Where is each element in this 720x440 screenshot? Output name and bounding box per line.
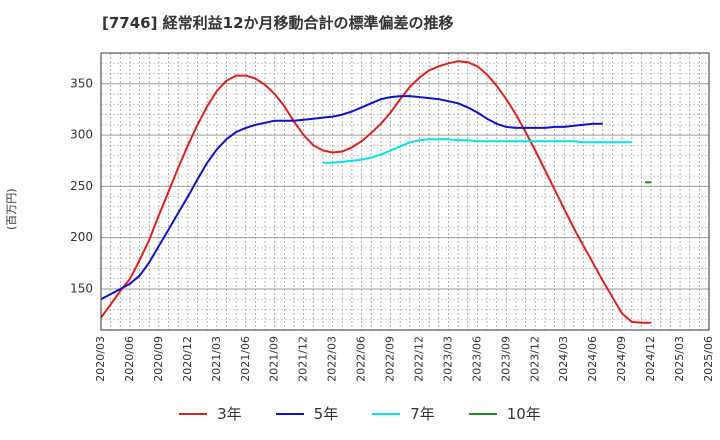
x-tick-label: 2021/09 xyxy=(268,336,281,382)
x-tick-label: 2022/09 xyxy=(384,336,397,382)
x-tick-label: 2020/09 xyxy=(152,336,165,382)
x-tick-label: 2022/03 xyxy=(326,336,339,382)
legend-swatch-5y xyxy=(275,412,304,415)
legend-label-3y: 3年 xyxy=(217,405,242,423)
x-tick-label: 2024/12 xyxy=(644,336,657,382)
y-tick-label: 350 xyxy=(70,76,93,90)
x-tick-label: 2021/03 xyxy=(210,336,223,382)
series-line-1 xyxy=(100,60,652,324)
chart-title: [7746] 経常利益12か月移動合計の標準偏差の推移 xyxy=(102,14,454,32)
series-line-3 xyxy=(323,138,632,164)
x-tick-label: 2021/06 xyxy=(239,336,252,382)
legend: 3年 5年 7年 10年 xyxy=(0,403,720,424)
x-tick-label: 2025/03 xyxy=(673,336,686,382)
x-tick-label: 2024/09 xyxy=(615,336,628,382)
legend-item-3y: 3年 xyxy=(179,403,242,424)
legend-item-5y: 5年 xyxy=(275,403,339,424)
series-line-2 xyxy=(100,95,603,301)
x-tick-label: 2023/06 xyxy=(470,336,483,382)
series-lines xyxy=(100,60,652,324)
x-tick-label: 2020/03 xyxy=(94,336,107,382)
x-tick-label: 2020/06 xyxy=(123,336,136,382)
x-tick-label: 2020/12 xyxy=(181,336,194,382)
legend-label-5y: 5年 xyxy=(313,405,339,423)
x-tick-labels: 2020/03 2020/06 2020/09 2020/12 2021/03 2021/… xyxy=(94,336,715,382)
y-tick-labels: 150 200 250 300 350 xyxy=(70,76,93,295)
x-tick-label: 2024/03 xyxy=(557,336,570,382)
legend-swatch-10y xyxy=(468,412,497,415)
y-tick-label: 200 xyxy=(70,230,93,244)
y-tick-label: 250 xyxy=(70,179,93,193)
y-tick-label: 150 xyxy=(70,281,93,295)
y-tick-label: 300 xyxy=(70,128,93,142)
x-tick-label: 2021/12 xyxy=(297,336,310,382)
legend-item-10y: 10年 xyxy=(468,403,541,424)
plot-frame xyxy=(100,52,710,331)
x-tick-label: 2025/06 xyxy=(702,336,715,382)
legend-item-7y: 7年 xyxy=(372,403,435,424)
legend-swatch-7y xyxy=(372,412,401,415)
x-tick-label: 2022/06 xyxy=(355,336,368,382)
x-tick-label: 2023/03 xyxy=(441,336,454,382)
legend-label-10y: 10年 xyxy=(506,405,541,423)
legend-label-7y: 7年 xyxy=(410,405,435,423)
x-tick-label: 2023/12 xyxy=(528,336,541,382)
legend-swatch-3y xyxy=(179,412,208,415)
x-tick-label: 2022/12 xyxy=(412,336,425,382)
x-tick-label: 2023/09 xyxy=(499,336,512,382)
x-tick-label: 2024/06 xyxy=(586,336,599,382)
